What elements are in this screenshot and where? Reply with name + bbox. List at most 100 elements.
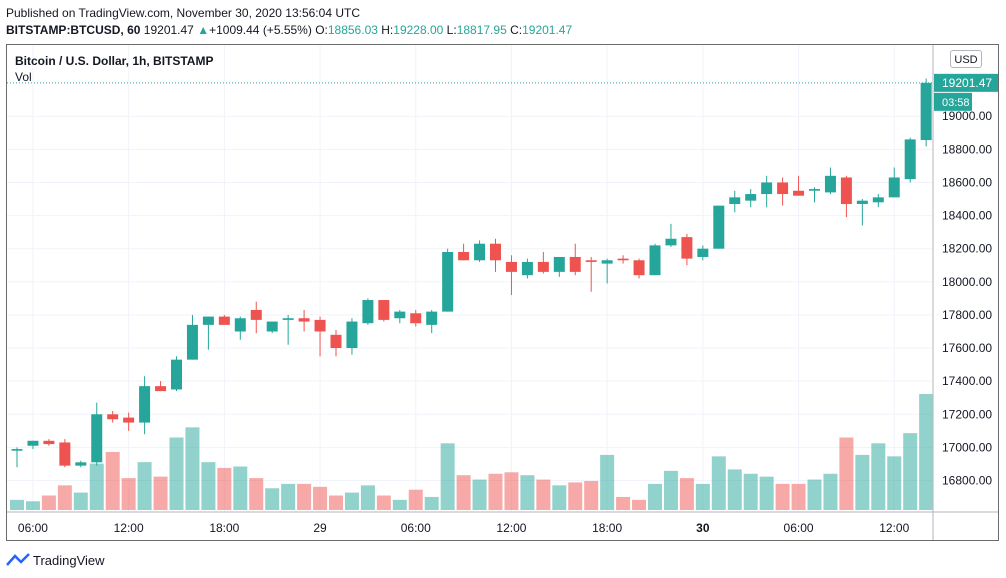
y-tick-label: 17600.00 [942,341,992,355]
volume-bar [536,479,551,510]
volume-bar [839,437,854,510]
volume-bar [871,443,886,510]
candle-body [91,414,103,463]
volume-bar [440,443,455,510]
symbol-ohlc-row: BITSTAMP:BTCUSD, 60 19201.47 ▲+1009.44 (… [6,23,572,37]
y-tick-label: 18400.00 [942,209,992,223]
candle-body [649,245,661,276]
x-tick-label: 06:00 [18,521,48,535]
candle-body [553,256,565,272]
volume-bar [249,478,264,510]
candle-body [314,319,326,332]
brand-name: TradingView [33,552,105,568]
brand-footer[interactable]: TradingView [6,551,105,569]
volume-bar [520,475,535,510]
candle-body [234,318,246,332]
last-price-label: 19201.47 [942,76,992,90]
x-tick-label: 30 [696,521,710,535]
volume-bar [727,469,742,510]
published-note: Published on TradingView.com, November 3… [6,6,360,20]
countdown-tag [934,92,972,111]
volume-bar [695,483,710,510]
volume-bar [57,485,72,510]
candle-body [904,139,916,180]
candle-body [505,261,517,272]
volume-bar [408,489,423,510]
candle-body [107,414,119,420]
volume-bar [329,495,343,510]
legend-title: Bitcoin / U.S. Dollar, 1h, BITSTAMP [15,54,214,68]
high-value: 19228.00 [393,23,444,37]
candle-body [250,309,262,320]
volume-bar [632,499,647,510]
candle-body [123,417,135,423]
high-label: H: [381,23,394,37]
candle-body [410,313,422,324]
candle-body [442,252,454,312]
volume-bar [616,496,631,510]
volume-bar [313,486,328,510]
volume-bar [41,495,56,510]
candle-body [856,200,868,204]
y-tick-label: 16800.00 [942,474,992,488]
volume-bar [137,462,152,510]
low-label: L: [446,23,457,37]
y-tick-label: 17800.00 [942,308,992,322]
volume-bar [281,483,296,510]
candle-body [155,386,167,392]
candle-body [75,462,87,466]
volume-bar [488,473,503,510]
volume-bar [903,433,918,510]
volume-bar [919,394,934,510]
volume-bar [424,496,439,510]
candle-body [872,197,884,203]
tradingview-logo-icon [6,553,30,566]
volume-bar [584,481,599,510]
candle-body [139,386,151,423]
change-value: +1009.44 (+5.55%) [209,23,312,37]
volume-bar [25,501,40,510]
x-tick-label: 18:00 [209,521,239,535]
volume-bar [775,483,790,510]
y-tick-label: 17200.00 [942,407,992,421]
candle-body [346,321,358,349]
volume-bar [344,492,359,510]
volume-bar [105,452,120,510]
x-tick-label: 18:00 [592,521,622,535]
volume-bar [297,483,312,510]
volume-bar [791,483,806,510]
candle-body [218,316,230,325]
x-tick-label: 12:00 [496,521,526,535]
volume-bar [392,499,407,510]
open-value: 18856.03 [327,23,378,37]
volume-bar [169,437,184,510]
currency-badge[interactable]: USD [950,50,982,68]
volume-bar [10,499,24,510]
low-value: 18817.95 [456,23,507,37]
candle-body [729,197,741,204]
change-arrow-icon: ▲ [197,23,210,37]
candle-body [697,248,709,257]
candle-body [394,311,406,319]
candle-body [458,252,470,261]
candle-body [186,324,198,360]
symbol-label: BITSTAMP:BTCUSD, 60 [6,23,141,37]
last-price: 19201.47 [143,23,194,37]
candle-body [681,237,693,259]
candle-body [793,190,805,196]
x-tick-label: 06:00 [401,521,431,535]
volume-bar [121,478,136,510]
candle-body [11,449,23,451]
volume-bar [201,462,216,510]
volume-bar [600,454,615,510]
x-tick-label: 12:00 [114,521,144,535]
volume-bar [568,482,583,510]
candle-body [378,300,390,320]
countdown-label: 03:58 [942,97,970,109]
candle-body [809,189,820,191]
candle-body [521,261,533,276]
candle-body [745,194,757,201]
y-tick-label: 18800.00 [942,142,992,156]
volume-bar [552,485,567,510]
